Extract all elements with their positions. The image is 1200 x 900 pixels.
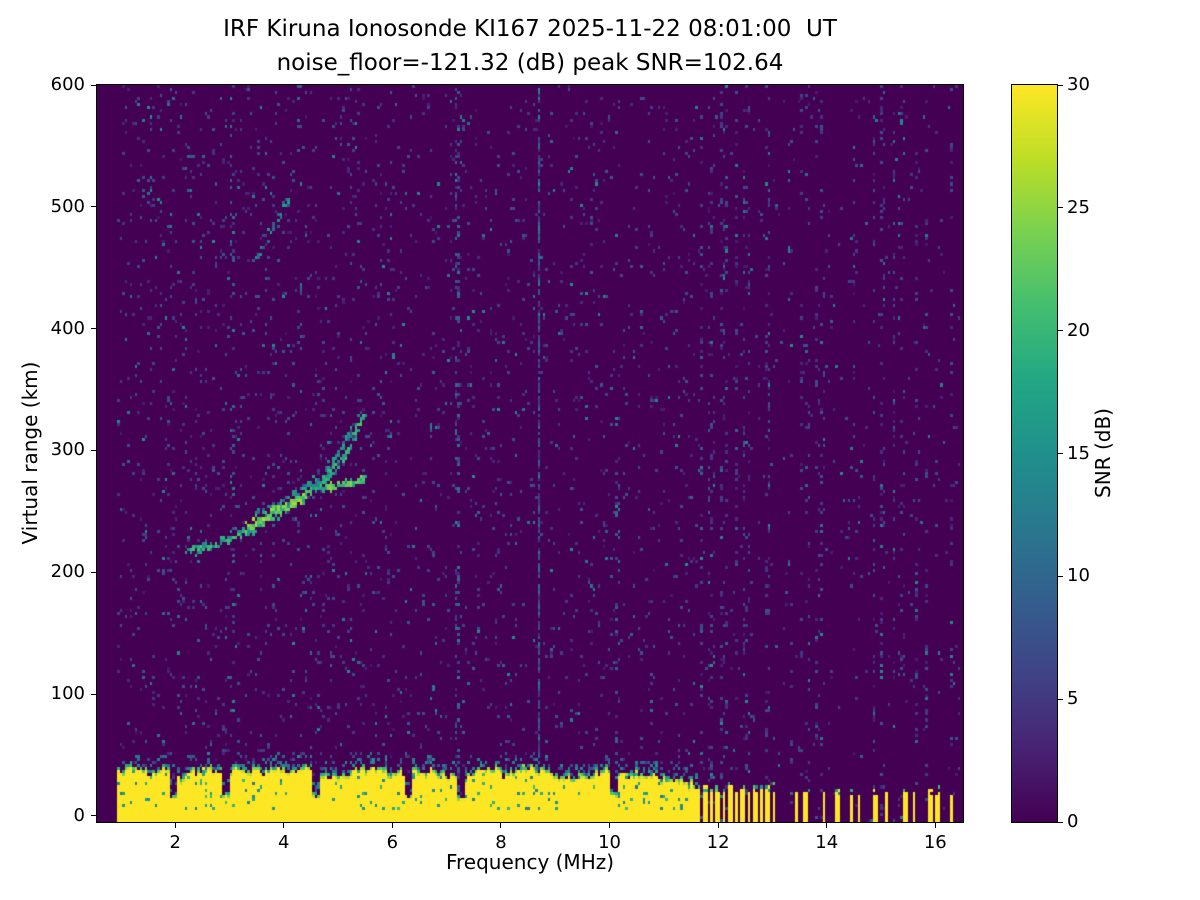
x-tick-label: 8 xyxy=(495,832,507,853)
x-tick-mark xyxy=(500,823,502,828)
y-tick-label: 300 xyxy=(50,439,85,461)
colorbar-tick-label: 25 xyxy=(1067,196,1090,218)
colorbar-tick-label: 5 xyxy=(1067,688,1079,710)
colorbar-tick-label: 20 xyxy=(1067,319,1090,341)
y-tick-mark xyxy=(91,815,96,817)
plot-area xyxy=(96,84,964,823)
x-tick-mark xyxy=(934,823,936,828)
x-tick-label: 16 xyxy=(923,832,947,853)
colorbar-gradient-canvas xyxy=(1012,85,1057,822)
colorbar-tick-mark xyxy=(1058,84,1063,86)
colorbar-tick-mark xyxy=(1058,821,1063,823)
colorbar-tick-label: 15 xyxy=(1067,442,1090,464)
x-tick-mark xyxy=(283,823,285,828)
x-tick-mark xyxy=(717,823,719,828)
y-tick-mark xyxy=(91,84,96,86)
colorbar-tick-mark xyxy=(1058,698,1063,700)
colorbar-tick-label: 10 xyxy=(1067,565,1090,587)
colorbar-tick-mark xyxy=(1058,453,1063,454)
colorbar-tick-label: 0 xyxy=(1067,811,1079,832)
x-tick-label: 6 xyxy=(386,832,399,853)
colorbar-tick-label: 30 xyxy=(1067,74,1090,95)
x-tick-mark xyxy=(609,823,611,828)
chart-title: IRF Kiruna Ionosonde KI167 2025-11-22 08… xyxy=(223,16,837,42)
chart-subtitle: noise_floor=-121.32 (dB) peak SNR=102.64 xyxy=(276,50,784,76)
y-tick-label: 400 xyxy=(50,317,85,339)
colorbar-tick-mark xyxy=(1058,575,1063,577)
y-tick-label: 200 xyxy=(50,561,85,583)
y-tick-label: 500 xyxy=(50,195,85,217)
colorbar-tick-mark xyxy=(1058,330,1063,332)
y-tick-mark xyxy=(91,693,96,695)
y-tick-label: 0 xyxy=(73,804,85,826)
x-tick-label: 10 xyxy=(598,832,621,853)
y-tick-label: 600 xyxy=(50,74,85,95)
x-tick-mark xyxy=(391,823,393,828)
x-tick-label: 14 xyxy=(815,832,839,853)
y-tick-mark xyxy=(91,449,96,451)
x-tick-label: 2 xyxy=(169,832,181,853)
x-tick-label: 4 xyxy=(278,832,290,853)
x-tick-mark xyxy=(174,823,176,828)
colorbar-tick-mark xyxy=(1058,207,1063,209)
colorbar xyxy=(1011,84,1058,823)
y-tick-mark xyxy=(91,328,96,330)
ionogram-heatmap-canvas xyxy=(97,85,963,822)
y-tick-label: 100 xyxy=(50,683,85,705)
y-tick-mark xyxy=(91,206,96,208)
y-tick-mark xyxy=(91,571,96,573)
x-axis-label: Frequency (MHz) xyxy=(445,850,615,874)
x-tick-mark xyxy=(826,823,828,828)
x-tick-label: 12 xyxy=(706,832,730,853)
